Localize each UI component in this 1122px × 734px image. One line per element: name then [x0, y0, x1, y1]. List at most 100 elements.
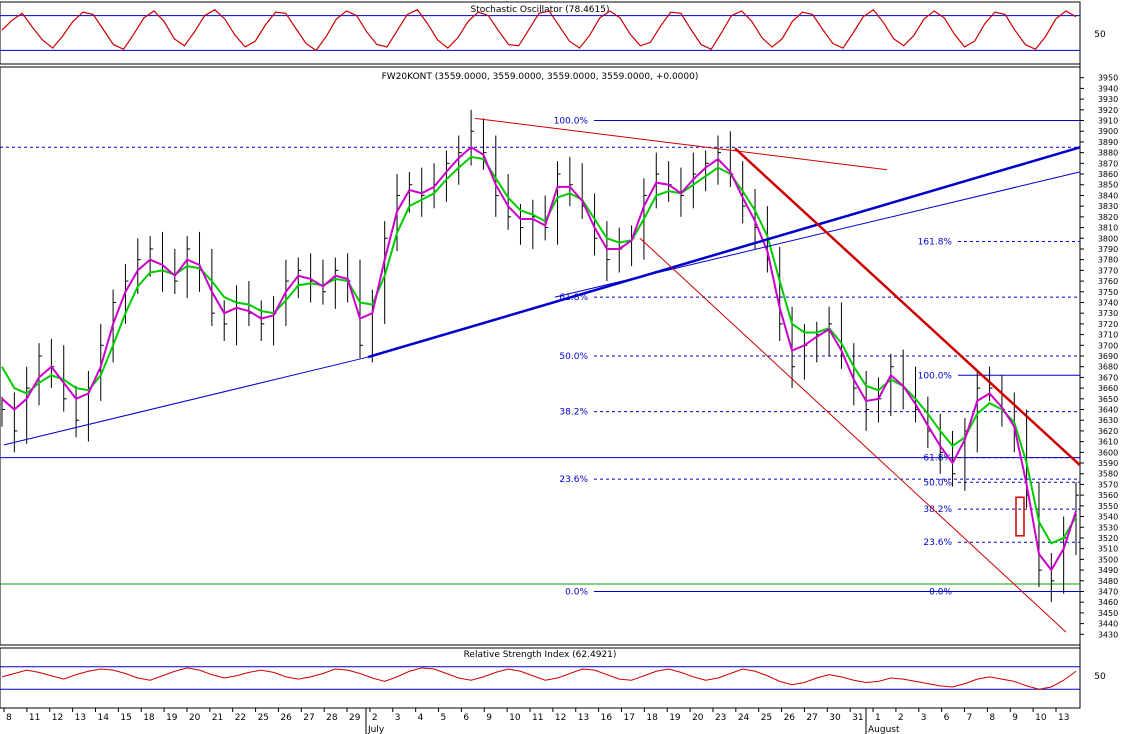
x-tick-label-46: 13 — [1058, 713, 1069, 723]
y-tick-label-50: 3450 — [1098, 609, 1118, 618]
fib-right-label-5: 23.6% — [923, 538, 952, 548]
y-tick-label-28: 3670 — [1098, 373, 1118, 382]
y-tick-label-7: 3880 — [1098, 149, 1118, 158]
y-tick-label-14: 3810 — [1098, 224, 1118, 233]
x-tick-label-28: 18 — [646, 713, 658, 723]
x-tick-label-1: 11 — [29, 713, 40, 723]
y-tick-label-38: 3570 — [1098, 480, 1118, 489]
y-tick-label-45: 3500 — [1098, 555, 1118, 564]
x-tick-label-7: 19 — [166, 713, 178, 723]
stochastic-tick-50: 50 — [1094, 30, 1106, 40]
x-tick-label-24: 12 — [555, 713, 566, 723]
x-tick-label-42: 7 — [967, 713, 973, 723]
x-tick-label-23: 11 — [532, 713, 543, 723]
highlight-box — [1015, 496, 1025, 537]
x-tick-label-19: 5 — [441, 713, 447, 723]
channel-line-lower — [639, 237, 1067, 633]
y-tick-label-3: 3920 — [1098, 106, 1118, 115]
x-tick-label-9: 21 — [212, 713, 223, 723]
y-tick-label-27: 3680 — [1098, 363, 1118, 372]
y-tick-label-22: 3730 — [1098, 309, 1118, 318]
x-tick-label-26: 16 — [601, 713, 613, 723]
y-tick-label-48: 3470 — [1098, 587, 1118, 596]
y-tick-label-12: 3830 — [1098, 202, 1118, 211]
fib-right-label-2: 61.8% — [923, 454, 952, 464]
y-tick-label-25: 3700 — [1098, 341, 1118, 350]
y-tick-label-33: 3620 — [1098, 427, 1118, 436]
x-tick-label-27: 17 — [623, 713, 634, 723]
y-tick-label-13: 3820 — [1098, 213, 1118, 222]
y-tick-label-15: 3800 — [1098, 234, 1118, 243]
x-tick-label-33: 25 — [761, 713, 772, 723]
y-tick-label-2: 3930 — [1098, 95, 1118, 104]
x-tick-label-39: 2 — [898, 713, 904, 723]
y-tick-label-41: 3540 — [1098, 513, 1118, 522]
ma-fast-line — [1, 146, 1077, 572]
fib-left-label-5: 0.0% — [565, 587, 588, 597]
price-layer — [1, 109, 1081, 633]
x-tick-label-16: 2 — [372, 713, 378, 723]
ma-slow-line — [1, 155, 1077, 545]
y-tick-label-9: 3860 — [1098, 170, 1118, 179]
y-tick-label-36: 3590 — [1098, 459, 1118, 468]
rsi-tick-50: 50 — [1094, 672, 1106, 682]
y-tick-label-35: 3600 — [1098, 448, 1118, 457]
support-trendline-main — [367, 146, 1081, 359]
x-tick-label-0: 8 — [6, 713, 12, 723]
x-tick-label-41: 6 — [944, 713, 950, 723]
rsi-line — [1, 667, 1077, 690]
x-tick-label-14: 28 — [326, 713, 338, 723]
month-label-0: July — [367, 725, 385, 734]
y-tick-label-16: 3790 — [1098, 245, 1118, 254]
y-tick-label-21: 3740 — [1098, 298, 1118, 307]
y-tick-label-31: 3640 — [1098, 406, 1118, 415]
y-tick-label-43: 3520 — [1098, 534, 1118, 543]
x-tick-label-35: 27 — [806, 713, 817, 723]
y-tick-label-47: 3480 — [1098, 577, 1118, 586]
x-tick-label-40: 3 — [921, 713, 927, 723]
y-tick-label-1: 3940 — [1098, 84, 1118, 93]
y-tick-label-39: 3560 — [1098, 491, 1118, 500]
x-tick-label-31: 23 — [715, 713, 726, 723]
y-tick-label-32: 3630 — [1098, 416, 1118, 425]
x-axis: 8 11 12 13 14 15 18 19 20 21 22 25 26 27 28 29 2 3 4 5 6 9 10 1… — [0, 707, 1080, 734]
stochastic-layer — [0, 8, 1080, 52]
x-tick-label-30: 20 — [692, 713, 704, 723]
fib-left-label-2: 50.0% — [559, 352, 588, 362]
x-tick-label-21: 9 — [486, 713, 492, 723]
x-tick-label-34: 26 — [784, 713, 796, 723]
y-tick-label-51: 3440 — [1098, 620, 1118, 629]
y-tick-label-40: 3550 — [1098, 502, 1118, 511]
y-tick-label-23: 3720 — [1098, 320, 1118, 329]
resistance-line-main — [734, 147, 1081, 467]
x-tick-label-17: 3 — [395, 713, 401, 723]
y-tick-label-17: 3780 — [1098, 256, 1118, 265]
fib-right-label-0: 161.8% — [918, 237, 953, 247]
x-tick-label-13: 27 — [303, 713, 314, 723]
price-grid-layer: 100.0% 61.8% 50.0% 38.2% 23.6% 0.0% 161.8% 100.… — [0, 117, 1080, 597]
y-tick-label-37: 3580 — [1098, 470, 1118, 479]
x-tick-label-38: 1 — [875, 713, 881, 723]
x-tick-label-4: 14 — [97, 713, 109, 723]
y-tick-label-8: 3870 — [1098, 159, 1118, 168]
x-tick-label-36: 30 — [829, 713, 841, 723]
x-tick-label-37: 31 — [852, 713, 863, 723]
y-tick-label-46: 3490 — [1098, 566, 1118, 575]
y-tick-label-29: 3660 — [1098, 384, 1118, 393]
y-tick-label-5: 3900 — [1098, 127, 1118, 136]
support-trendline-lower — [3, 356, 369, 446]
month-label-1: August — [868, 725, 900, 734]
x-tick-label-2: 12 — [52, 713, 63, 723]
x-tick-label-10: 22 — [235, 713, 246, 723]
x-tick-label-22: 10 — [509, 713, 521, 723]
x-tick-label-3: 13 — [75, 713, 86, 723]
x-tick-label-18: 4 — [418, 713, 424, 723]
stochastic-title: Stochastic Oscillator (78.4615) — [470, 5, 609, 15]
fib-left-label-3: 38.2% — [559, 408, 588, 418]
x-tick-label-15: 29 — [349, 713, 361, 723]
fib-right-label-1: 100.0% — [918, 371, 953, 381]
y-tick-label-20: 3750 — [1098, 288, 1118, 297]
y-tick-label-49: 3460 — [1098, 598, 1118, 607]
fib-right-label-4: 38.2% — [923, 505, 952, 515]
